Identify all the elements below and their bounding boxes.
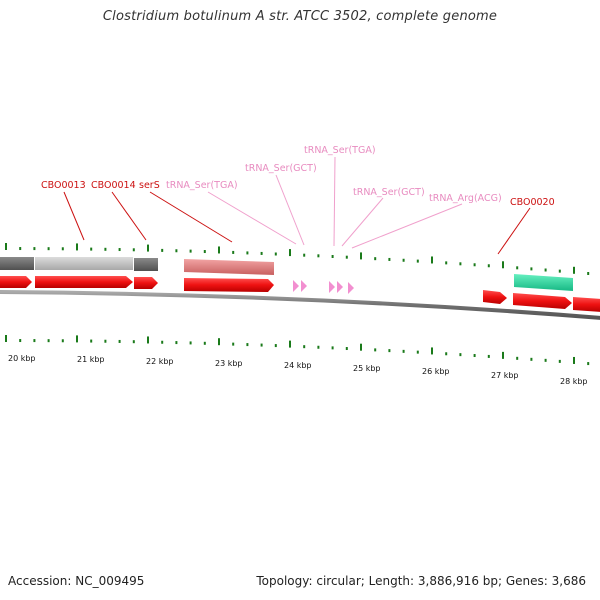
trna-marker[interactable]: [348, 282, 354, 294]
cds-track: [0, 276, 600, 312]
label-trna-ser-tga-2: tRNA_Ser(TGA): [304, 145, 376, 156]
axis-tick-label: 26 kbp: [422, 367, 450, 376]
trna-track: [293, 280, 354, 294]
label-trna-ser-tga-1: tRNA_Ser(TGA): [166, 180, 238, 191]
gene-track-upper: [0, 257, 573, 291]
leader-cbo0020: [497, 207, 531, 255]
axis-tick-label: 21 kbp: [77, 355, 105, 364]
cds-arrow[interactable]: [0, 276, 32, 288]
cds-arrow[interactable]: [35, 276, 133, 288]
gene-block-green[interactable]: [514, 274, 573, 291]
axis-tick-labels: 20 kbp 21 kbp 22 kbp 23 kbp 24 kbp 25 kb…: [8, 354, 588, 386]
gene-block-pink[interactable]: [184, 259, 274, 275]
axis-tick-label: 20 kbp: [8, 354, 36, 363]
feature-labels: CBO0013 CBO0014 serS tRNA_Ser(TGA) tRNA_…: [41, 145, 555, 208]
axis-tick-label: 23 kbp: [215, 359, 243, 368]
trna-marker[interactable]: [329, 281, 335, 293]
cds-arrow[interactable]: [573, 297, 600, 312]
lower-tick-track: [5, 335, 590, 366]
gene-block-gray-dark[interactable]: [134, 258, 158, 271]
accession-text: Accession: NC_009495: [8, 574, 145, 588]
axis-tick-label: 28 kbp: [560, 377, 588, 386]
upper-tick-track: [5, 243, 590, 275]
trna-marker[interactable]: [301, 280, 307, 292]
label-cbo0020: CBO0020: [510, 197, 555, 208]
axis-tick-label: 22 kbp: [146, 357, 174, 366]
label-sers: serS: [139, 180, 160, 191]
leader-cbo0014: [111, 191, 147, 241]
label-cbo0013: CBO0013: [41, 180, 86, 191]
cds-arrow[interactable]: [134, 277, 158, 289]
leader-trna-ser-gct-1: [275, 174, 305, 246]
axis-tick-label: 24 kbp: [284, 361, 312, 370]
leader-sers: [149, 191, 233, 243]
gene-block-gray-dark[interactable]: [0, 257, 34, 270]
callout-lines: [63, 156, 531, 255]
genome-backbone: [0, 290, 600, 320]
chart-title: Clostridium botulinum A str. ATCC 3502, …: [102, 9, 498, 24]
label-trna-ser-gct-1: tRNA_Ser(GCT): [245, 163, 317, 174]
trna-marker[interactable]: [337, 281, 343, 293]
genome-stats-text: Topology: circular; Length: 3,886,916 bp…: [256, 574, 586, 588]
axis-tick-label: 27 kbp: [491, 371, 519, 380]
gene-block-gray-light[interactable]: [35, 257, 133, 270]
leader-trna-ser-tga-1: [207, 191, 297, 245]
leader-trna-arg-acg: [351, 203, 463, 249]
label-cbo0014: CBO0014: [91, 180, 136, 191]
leader-cbo0013: [63, 191, 85, 241]
axis-tick-label: 25 kbp: [353, 364, 381, 373]
label-trna-ser-gct-2: tRNA_Ser(GCT): [353, 187, 425, 198]
trna-marker[interactable]: [293, 280, 299, 292]
leader-trna-ser-gct-2: [341, 197, 384, 247]
label-trna-arg-acg: tRNA_Arg(ACG): [429, 193, 502, 204]
leader-trna-ser-tga-2: [333, 156, 336, 247]
cds-arrow[interactable]: [184, 278, 274, 292]
cds-arrow[interactable]: [483, 290, 507, 304]
cds-arrow[interactable]: [513, 293, 572, 309]
